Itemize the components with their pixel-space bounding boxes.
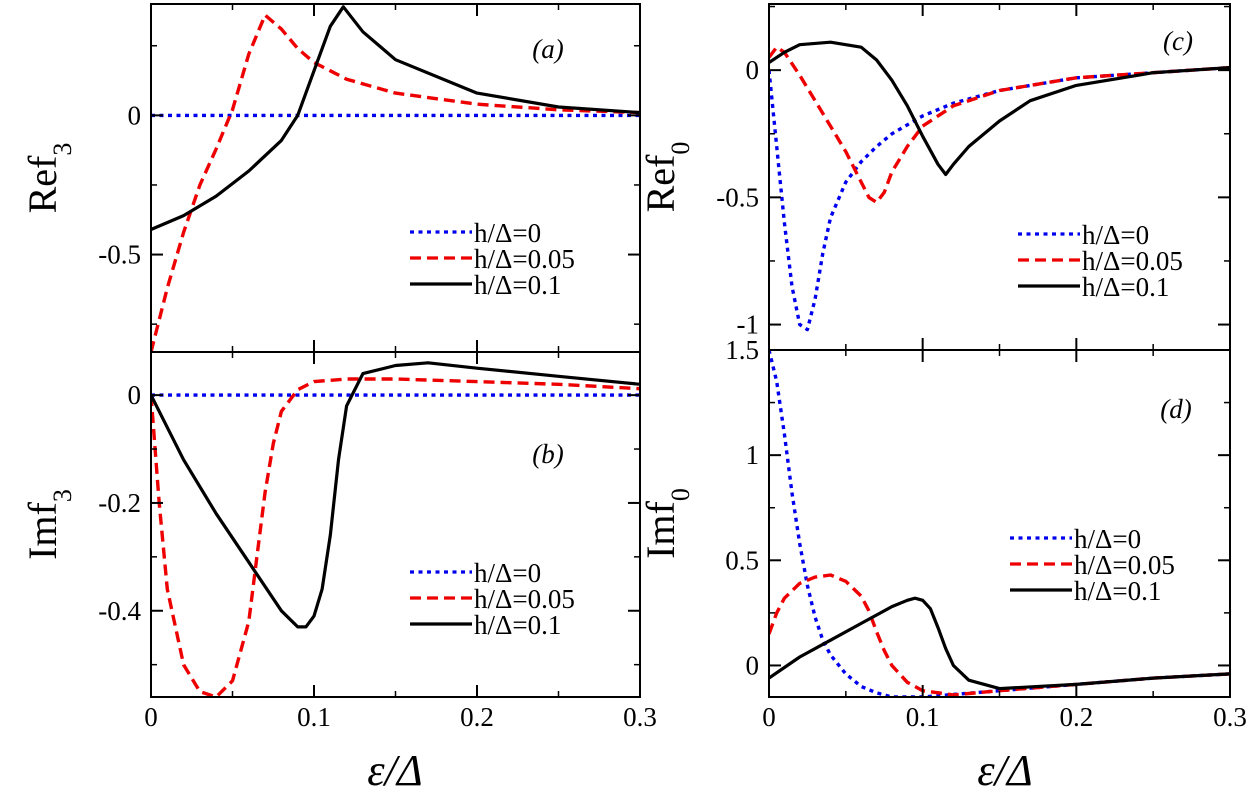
y-tick-label-b: 0 (128, 380, 142, 410)
y-axis-label-a: Ref3 (20, 143, 77, 214)
series-line-c-1 (769, 45, 1230, 205)
series-line-a-1 (151, 13, 640, 352)
series-line-b-2 (151, 361, 640, 629)
legend-label-a: h/Δ=0.05 (474, 244, 575, 274)
series-line-d-0 (769, 350, 1230, 697)
x-axis-label-d: ε/Δ (977, 746, 1032, 795)
axes-frame-a (150, 3, 641, 353)
legend-label-d: h/Δ=0.05 (1074, 550, 1175, 580)
panel-label-a: (a) (532, 34, 563, 64)
legend-label-a: h/Δ=0.1 (474, 270, 561, 300)
x-tick-label-d: 0 (762, 702, 776, 732)
legend-label-c: h/Δ=0.05 (1082, 246, 1183, 276)
panel-c: 0 -0.5 -1 Ref0 (c) h/Δ=0h/Δ=0.05h/Δ=0.1 (638, 3, 1231, 351)
legend-label-b: h/Δ=0 (474, 558, 541, 588)
y-tick-label-b: -0.4 (98, 596, 141, 626)
y-tick-label-a: 0 (128, 100, 142, 130)
y-tick-label-d: 1.5 (725, 335, 759, 365)
x-tick-label-b: 0.1 (297, 702, 331, 732)
panel-d: 0 0.1 0.2 0.3 1.5 1 0.5 0 Imf0 ε/Δ (d) h/Δ=0h/Δ=0.0… (638, 335, 1247, 795)
panel-label-d: (d) (1160, 394, 1191, 424)
series-line-b-1 (151, 377, 640, 697)
x-tick-label-d: 0.2 (1059, 702, 1093, 732)
legend-label-b: h/Δ=0.1 (474, 610, 561, 640)
legend-label-d: h/Δ=0.1 (1074, 576, 1161, 606)
y-axis-label-d: Imf0 (638, 488, 695, 559)
y-tick-label-a: -0.5 (98, 240, 141, 270)
x-tick-label-b: 0.3 (623, 702, 657, 732)
y-tick-label-c: -1 (737, 310, 760, 340)
y-tick-label-d: 0 (746, 650, 760, 680)
panel-label-b: (b) (532, 439, 563, 469)
legend-label-d: h/Δ=0 (1074, 524, 1141, 554)
x-axis-label-b: ε/Δ (367, 746, 422, 795)
x-tick-label-d: 0.3 (1213, 702, 1247, 732)
y-tick-label-c: -0.5 (716, 182, 759, 212)
legend-label-a: h/Δ=0 (474, 218, 541, 248)
legend-label-c: h/Δ=0 (1082, 220, 1149, 250)
y-tick-label-d: 1 (746, 440, 760, 470)
series-line-c-0 (769, 65, 1230, 332)
legend-label-b: h/Δ=0.05 (474, 584, 575, 614)
x-tick-label-b: 0.2 (460, 702, 494, 732)
series-line-d-1 (769, 573, 1230, 697)
series-line-a-2 (151, 5, 640, 231)
x-tick-label-b: 0 (144, 702, 158, 732)
panel-label-c: (c) (1163, 26, 1193, 56)
y-tick-label-c: 0 (746, 55, 760, 85)
y-axis-label-b: Imf3 (20, 489, 77, 560)
y-tick-label-d: 0.5 (725, 545, 759, 575)
series-line-d-2 (769, 596, 1230, 691)
panel-b: 0 0.1 0.2 0.30-0.2-0.4Imf3ε/Δ(b)h/Δ=0h/Δ=0.… (20, 351, 657, 795)
panel-a: 0 -0.5 Ref3 (a) h/Δ=0h/Δ=0.05h/Δ=0.1 (20, 3, 641, 353)
y-axis-label-c: Ref0 (638, 142, 695, 213)
legend-label-c: h/Δ=0.1 (1082, 272, 1169, 302)
y-tick-label-b: -0.2 (98, 488, 141, 518)
series-line-c-2 (769, 40, 1230, 177)
x-tick-label-d: 0.1 (906, 702, 940, 732)
